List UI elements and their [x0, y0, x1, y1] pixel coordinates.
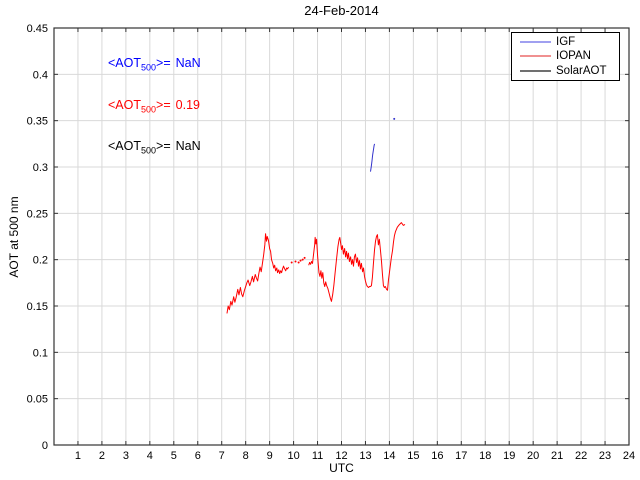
y-tick-label: 0.3 — [33, 162, 48, 174]
legend-line-swatch-solaraot — [520, 69, 551, 72]
x-tick-label: 5 — [171, 450, 177, 462]
annotation-equals: >= — [156, 98, 171, 112]
legend-line-swatch-iopan — [520, 55, 551, 58]
y-tick-label: 0.25 — [27, 208, 48, 220]
x-tick-label: 6 — [195, 450, 201, 462]
x-tick-label: 16 — [431, 450, 443, 462]
y-tick-label: 0 — [42, 440, 48, 452]
data-point-iopan — [294, 260, 297, 263]
y-tick-label: 0.35 — [27, 116, 48, 128]
data-point-iopan — [297, 261, 300, 264]
x-tick-label: 12 — [335, 450, 347, 462]
data-point-iopan — [301, 258, 304, 261]
y-tick-label: 0.45 — [27, 23, 48, 35]
annotation-subscript: 500 — [141, 62, 157, 73]
x-tick-label: 20 — [527, 450, 539, 462]
x-tick-label: 8 — [243, 450, 249, 462]
mean-aot-annotation-iopan: <AOT500>= 0.19 — [108, 98, 200, 115]
y-tick-label: 0.15 — [27, 301, 48, 313]
x-tick-label: 1 — [75, 450, 81, 462]
x-tick-label: 10 — [287, 450, 299, 462]
x-tick-label: 22 — [575, 450, 587, 462]
x-tick-label: 17 — [455, 450, 467, 462]
legend-entry-iopan: IOPAN — [512, 49, 619, 63]
x-tick-label: 3 — [123, 450, 129, 462]
legend: IGF IOPAN SolarAOT — [511, 32, 620, 81]
x-tick-label: 13 — [359, 450, 371, 462]
mean-aot-annotation-igf: <AOT500>= NaN — [108, 56, 201, 73]
x-tick-label: 14 — [383, 450, 395, 462]
legend-label: SolarAOT — [556, 64, 607, 77]
x-tick-label: 9 — [267, 450, 273, 462]
legend-entry-igf: IGF — [512, 35, 619, 49]
x-tick-label: 7 — [219, 450, 225, 462]
legend-line-swatch-igf — [520, 41, 551, 44]
y-tick-label: 0.05 — [27, 394, 48, 406]
x-tick-label: 11 — [312, 450, 323, 462]
x-tick-label: 15 — [407, 450, 419, 462]
legend-label: IGF — [556, 36, 576, 49]
data-line-iopan — [226, 233, 289, 314]
data-point-iopan — [303, 256, 306, 259]
data-line-iopan — [308, 222, 406, 302]
chart-title: 24-Feb-2014 — [304, 3, 379, 18]
data-line-igf — [369, 143, 376, 172]
legend-entry-solaraot: SolarAOT — [512, 64, 619, 78]
annotation-value: NaN — [175, 56, 201, 70]
data-point-igf — [393, 117, 396, 120]
y-tick-label: 0.2 — [33, 255, 48, 267]
annotation-subscript: 500 — [141, 145, 157, 156]
x-tick-label: 24 — [623, 450, 635, 462]
x-tick-label: 4 — [147, 450, 153, 462]
x-tick-label: 19 — [503, 450, 515, 462]
x-tick-label: 18 — [479, 450, 491, 462]
y-tick-label: 0.1 — [33, 347, 48, 359]
annotation-prefix: <AOT — [108, 98, 141, 112]
annotation-value: 0.19 — [175, 98, 200, 112]
annotation-subscript: 500 — [141, 104, 157, 115]
data-point-iopan — [299, 259, 302, 262]
annotation-equals: >= — [156, 139, 171, 153]
x-axis-label: UTC — [329, 461, 354, 475]
mean-aot-annotation-solaraot: <AOT500>= NaN — [108, 139, 201, 156]
annotation-prefix: <AOT — [108, 139, 141, 153]
y-axis-label: AOT at 500 nm — [7, 196, 21, 278]
y-tick-label: 0.4 — [33, 69, 48, 81]
data-point-iopan — [290, 261, 293, 264]
legend-label: IOPAN — [556, 50, 591, 63]
x-tick-label: 2 — [99, 450, 105, 462]
annotation-equals: >= — [156, 56, 171, 70]
annotation-prefix: <AOT — [108, 56, 141, 70]
x-tick-label: 21 — [551, 450, 563, 462]
annotation-value: NaN — [175, 139, 201, 153]
x-tick-label: 23 — [599, 450, 611, 462]
